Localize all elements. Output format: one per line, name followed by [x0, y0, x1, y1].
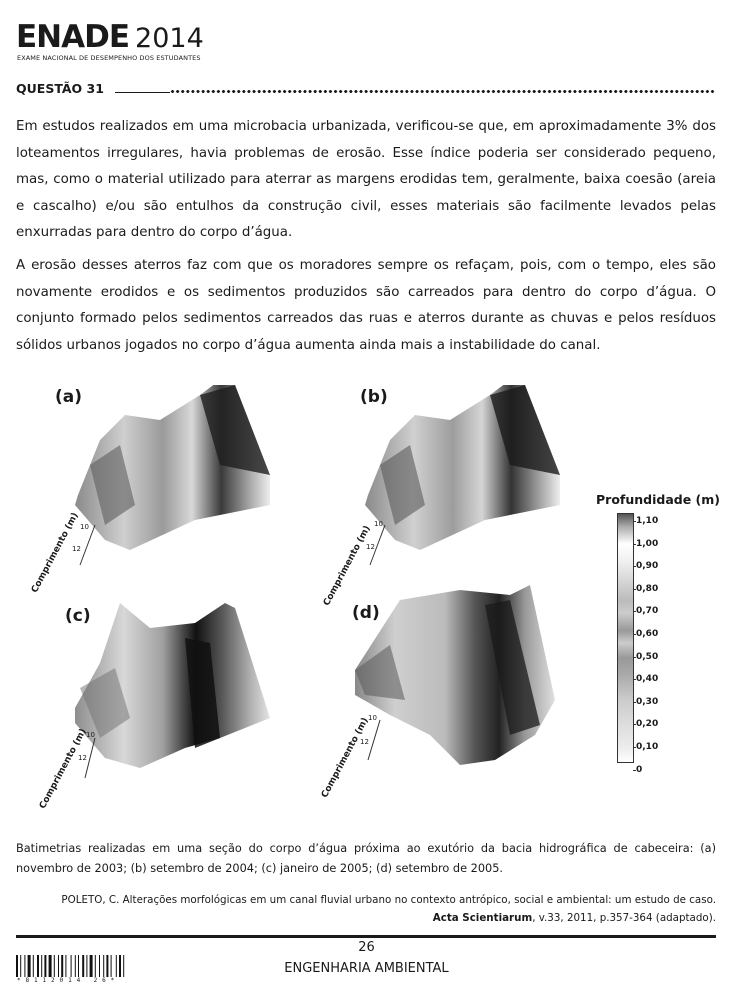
tick-12-a: 12	[72, 545, 81, 553]
footer-rule	[16, 935, 716, 938]
bathymetry-surface-c	[75, 603, 270, 779]
legend-tick-label: 0,40	[632, 674, 659, 685]
bathymetry-surface-b	[365, 380, 560, 566]
legend-tick-label: 1,00	[632, 538, 659, 549]
panel-label-a: (a)	[55, 387, 83, 407]
legend-tick-label: 0,10	[632, 742, 659, 752]
source-citation-line-1: POLETO, C. Alterações morfológicas em um…	[61, 894, 716, 906]
source-journal: Acta Scientiarum	[432, 912, 533, 924]
tick-12-d: 12	[360, 738, 369, 746]
bathymetry-surface-d	[355, 585, 555, 765]
panel-label-d: (d)	[352, 603, 380, 623]
question-title: QUESTÃO 31	[16, 81, 104, 96]
legend-tick-label: 0,20	[632, 719, 659, 730]
figure-caption: Batimetrias realizadas em uma seção do c…	[16, 842, 716, 875]
tick-10-b: 10	[374, 520, 383, 528]
logo-year: 2014	[135, 23, 204, 54]
logo-word: ENADE	[16, 19, 130, 55]
bathymetry-panel-b: (b) Comprimento (m) 10 12	[310, 380, 580, 608]
legend-tick-label: 0	[632, 764, 643, 775]
legend-tick-label: 0,60	[632, 629, 659, 639]
source-citation-line-2: Acta Scientiarum, v.33, 2011, p.357-364 …	[433, 912, 716, 924]
bathymetry-panel-d: (d) Comprimento (m) 10 12	[310, 585, 580, 800]
title-rule	[115, 92, 170, 93]
logo-subtitle: EXAME NACIONAL DE DESEMPENHO DOS ESTUDAN…	[17, 54, 201, 62]
bathymetry-panel-c: (c) Comprimento (m) 10 12	[20, 598, 290, 813]
legend-tick-label: 0,50	[632, 651, 659, 662]
enade-logo: ENADE 2014	[16, 20, 204, 56]
tick-10-c: 10	[86, 731, 95, 739]
tick-10-d: 10	[368, 714, 377, 722]
tick-12-b: 12	[366, 543, 375, 551]
question-paragraph-1: Em estudos realizados em uma microbacia …	[16, 119, 716, 240]
page-number: 26	[358, 940, 375, 955]
legend-tick-label: 0,90	[632, 561, 659, 572]
panel-label-b: (b)	[360, 387, 388, 407]
panel-label-c: (c)	[65, 606, 91, 626]
bathymetry-panel-a: (a) Comprimento (m) 10 12	[20, 380, 290, 600]
title-dotted-rule	[170, 89, 716, 94]
bathymetry-surface-a	[75, 380, 270, 566]
legend-tick-label: 0,80	[632, 583, 659, 594]
tick-12-c: 12	[78, 754, 87, 762]
legend-tick-label: 0,30	[632, 696, 659, 707]
barcode-text: *8112014 26*	[17, 977, 120, 984]
course-name: ENGENHARIA AMBIENTAL	[284, 961, 449, 976]
legend-tick-label: 1,10	[632, 516, 659, 526]
tick-10-a: 10	[80, 523, 89, 531]
legend-title: Profundidade (m)	[596, 492, 720, 507]
source-details: , v.33, 2011, p.357-364 (adaptado).	[532, 912, 716, 924]
legend-tick-label: 0,70	[632, 606, 659, 617]
barcode	[16, 955, 125, 977]
question-paragraph-2: A erosão desses aterros faz com que os m…	[16, 258, 716, 353]
depth-color-scale	[617, 513, 634, 763]
